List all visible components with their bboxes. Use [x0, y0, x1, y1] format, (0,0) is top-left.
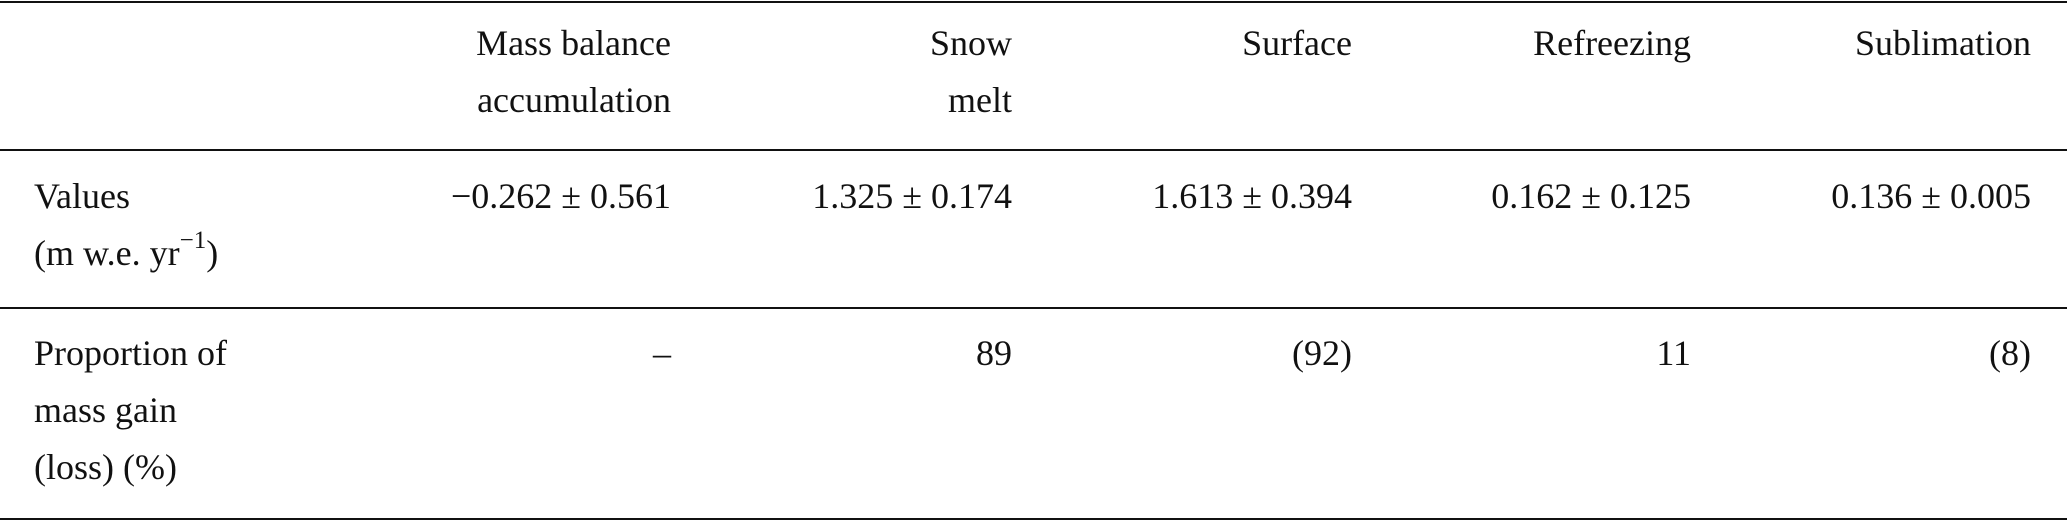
row-label-text: mass gain — [34, 390, 177, 430]
cell-value: (8) — [1989, 333, 2031, 373]
row-label: (loss) (%) — [34, 439, 177, 496]
row-rule — [0, 307, 2067, 309]
cell-value: 1.325 ± 0.174 — [812, 176, 1012, 216]
cell-value: – — [653, 333, 671, 373]
column-header: melt — [948, 80, 1012, 120]
column-header: Surface — [1242, 23, 1352, 63]
row-label: (m w.e. yr−1) — [34, 225, 218, 282]
cell-value: 0.136 ± 0.005 — [1831, 176, 2031, 216]
cell-value: 0.162 ± 0.125 — [1491, 176, 1691, 216]
cell-value: 89 — [976, 333, 1012, 373]
row-label-text: Values — [34, 176, 130, 216]
row-label-text: Proportion of — [34, 333, 227, 373]
row-label: mass gain — [34, 382, 177, 439]
top-rule — [0, 1, 2067, 3]
row-label: Proportion of — [34, 325, 227, 382]
header-rule — [0, 149, 2067, 151]
cell-value: (92) — [1292, 333, 1352, 373]
cell-value: 11 — [1656, 333, 1691, 373]
cell-value: 1.613 ± 0.394 — [1152, 176, 1352, 216]
row-label-text: (m w.e. yr — [34, 233, 180, 273]
column-header: accumulation — [477, 80, 671, 120]
unit-exponent: −1 — [179, 227, 207, 254]
column-header: Sublimation — [1854, 23, 2031, 63]
row-label: Values — [34, 168, 130, 225]
bottom-rule — [0, 518, 2067, 520]
row-label-text: (loss) (%) — [34, 447, 177, 487]
column-header: Snow — [929, 23, 1012, 63]
column-header: Refreezing — [1533, 23, 1691, 63]
unit-suffix: ) — [206, 233, 219, 273]
cell-value: −0.262 ± 0.561 — [450, 176, 671, 216]
column-header: Mass balance — [476, 23, 671, 63]
